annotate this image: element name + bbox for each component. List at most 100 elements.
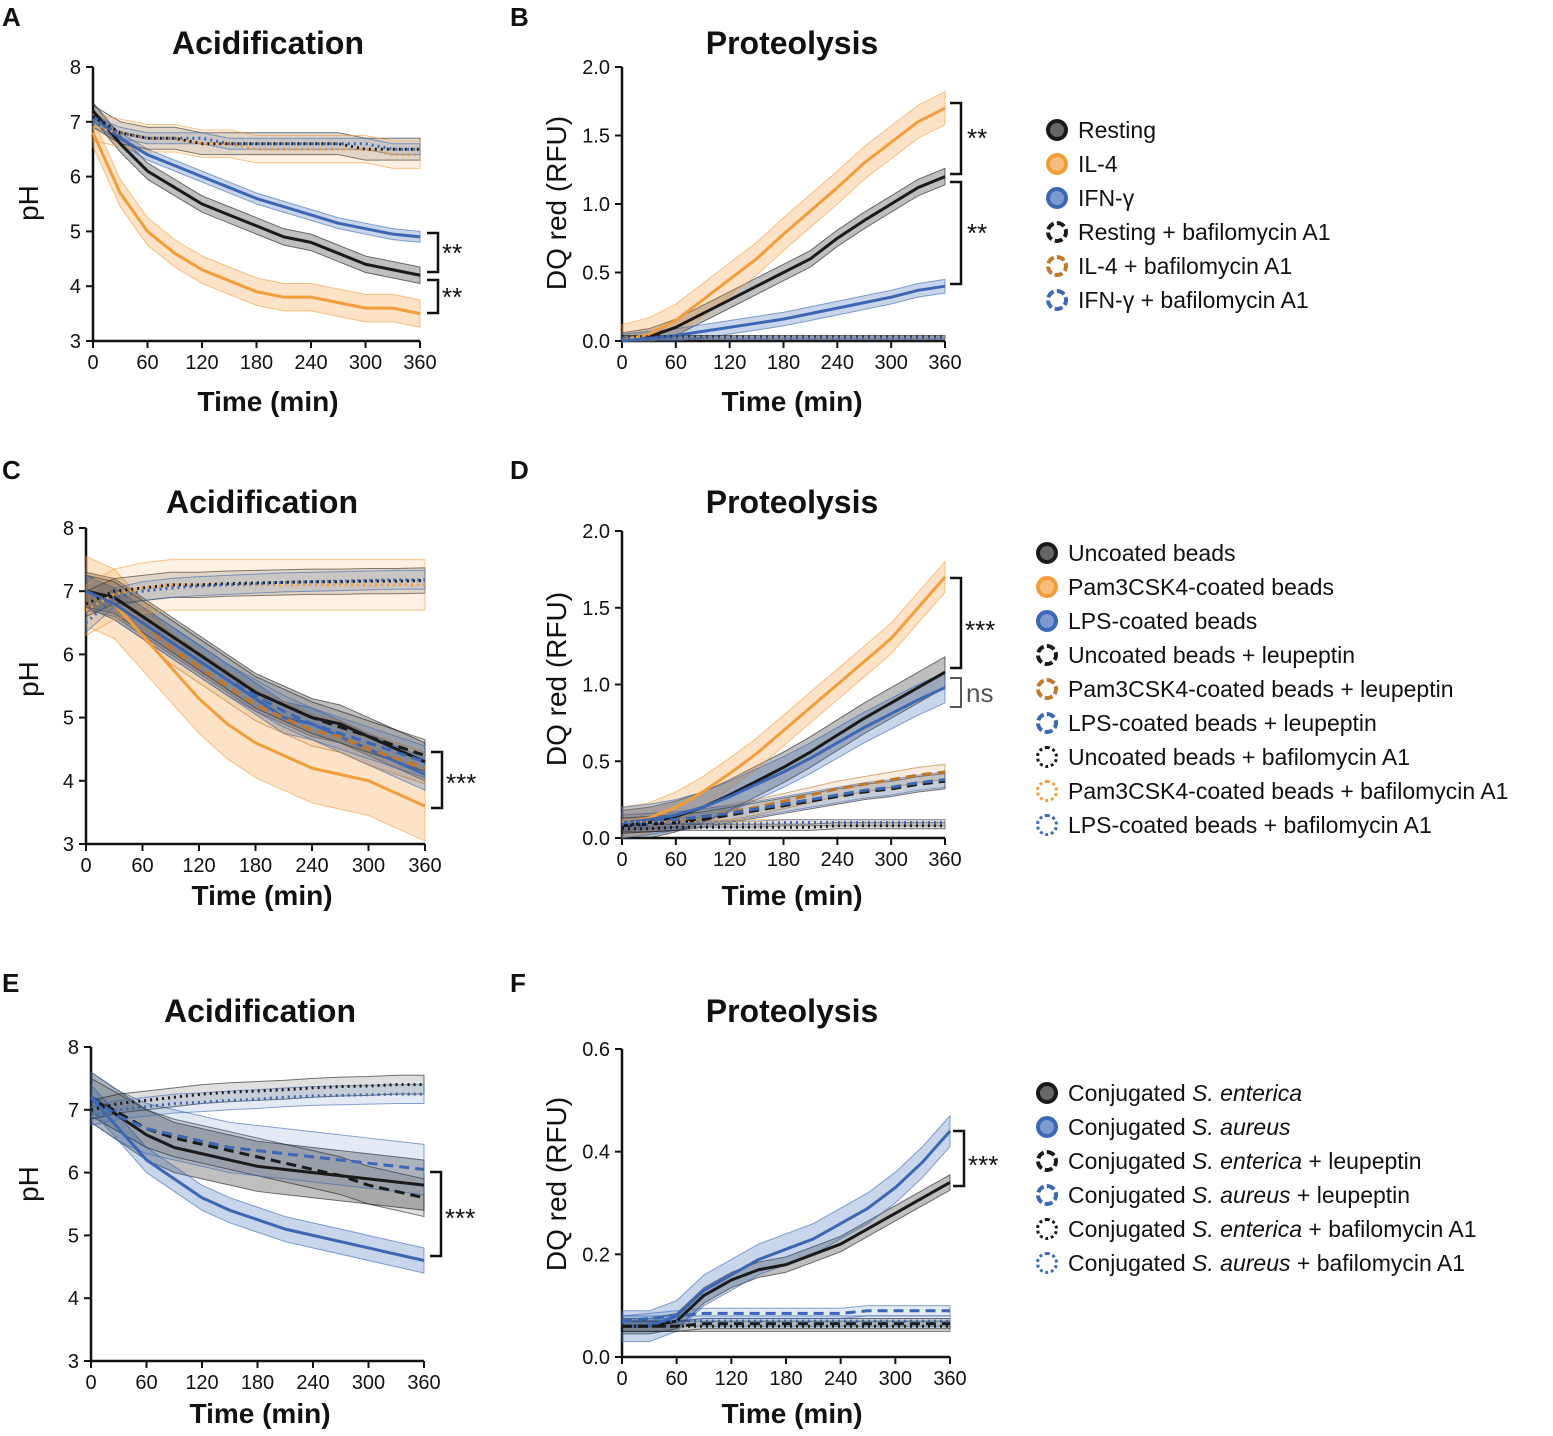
panel-d-xtick-label: 300	[874, 849, 907, 871]
legend-label-prefix: Conjugated	[1068, 1249, 1193, 1276]
panel-a-band-resting	[92, 101, 421, 285]
panel-d-band-uncoated-beads-bafilomycin-a1	[621, 822, 946, 833]
panel-e-ytick-label: 4	[68, 1288, 79, 1310]
panel-b-series-il-4	[621, 106, 946, 343]
sig-a-1: **	[442, 238, 463, 268]
legend-marker-icon	[1036, 1184, 1058, 1206]
legend-marker-icon	[1036, 712, 1058, 734]
legend-label-prefix: Conjugated	[1068, 1147, 1193, 1174]
panel-e-series-conjugated-s-aureus	[89, 1096, 425, 1262]
panel-b-xtick-label: 360	[928, 352, 961, 374]
panel-b-ytick-label: 2.0	[582, 57, 610, 79]
panel-e-xtick-label: 120	[185, 1372, 218, 1394]
legend-label-species: S. enterica	[1192, 1215, 1302, 1242]
panel-b-series-ifn	[621, 284, 946, 343]
panel-e-xlabel: Time (min)	[189, 1398, 331, 1429]
legend-marker-icon	[1036, 1116, 1058, 1138]
legend-item: IL-4	[1046, 147, 1331, 181]
panel-c-ytick-label: 6	[63, 644, 74, 666]
panel-a-band-il-4-bafilomycin-a1	[92, 112, 421, 169]
legend-item: Conjugated S. aureus	[1036, 1110, 1477, 1144]
panel-c-xtick-label: 240	[295, 855, 328, 877]
panel-d-xtick-label: 180	[767, 849, 800, 871]
panel-b-band-ifn-bafilomycin-a1	[621, 336, 946, 341]
panel-a-series-ifn	[92, 115, 421, 239]
panel-e-ytick-label: 8	[68, 1037, 79, 1059]
legend-label-suffix: + bafilomycin A1	[1290, 1249, 1466, 1276]
panel-d-ytick-label: 1.0	[582, 675, 610, 697]
panel-a-ytick-label: 7	[70, 112, 81, 134]
panel-c-ytick-label: 8	[63, 518, 74, 540]
legend-label: IL-4 + bafilomycin A1	[1078, 252, 1293, 279]
legend-item: Conjugated S. enterica + leupeptin	[1036, 1144, 1477, 1178]
panel-d-ytick-label: 0.0	[582, 828, 610, 850]
panel-c-series-lps-coated-beads-leupeptin	[85, 589, 426, 764]
panel-e-xtick-label: 180	[241, 1372, 274, 1394]
panel-f-series-conjugated-s-aureus-leupeptin	[621, 1309, 950, 1323]
legend-marker-icon	[1046, 153, 1068, 175]
legend-marker-icon	[1036, 610, 1058, 632]
panel-c-xtick-label: 0	[80, 855, 91, 877]
legend-marker-icon	[1036, 678, 1058, 700]
panel-b-ytick-label: 0.5	[582, 263, 610, 285]
panel-b-title: Proteolysis	[705, 25, 879, 61]
legend-item: Pam3CSK4-coated beads	[1036, 570, 1508, 604]
legend-label-prefix: Conjugated	[1068, 1215, 1193, 1242]
legend-label-suffix: + bafilomycin A1	[1302, 1215, 1477, 1242]
legend-marker-icon	[1046, 119, 1068, 141]
panel-e-xtick-label: 300	[352, 1372, 385, 1394]
bracket-c-1	[431, 750, 444, 810]
panel-a-series-il-4	[91, 132, 421, 316]
legend-marker-icon	[1046, 289, 1068, 311]
panel-f-xtick-label: 360	[933, 1368, 966, 1390]
bracket-d-1	[950, 576, 963, 670]
panel-d-xtick-label: 360	[928, 849, 961, 871]
panel-a-xtick-label: 300	[349, 352, 382, 374]
legend-item: IFN-γ + bafilomycin A1	[1046, 283, 1331, 317]
panel-b-ytick-label: 1.0	[582, 194, 610, 216]
legend-marker-icon	[1036, 542, 1058, 564]
panel-b-xtick-label: 180	[767, 352, 800, 374]
panel-f-ytick-label: 0.0	[582, 1347, 610, 1369]
bracket-b-1	[950, 101, 963, 176]
legend-label: IL-4	[1078, 150, 1118, 177]
panel-c-xtick-label: 120	[182, 855, 215, 877]
sig-f-1: ***	[968, 1150, 999, 1180]
legend-label-species: S. enterica	[1192, 1147, 1302, 1174]
legend-item: LPS-coated beads + bafilomycin A1	[1036, 808, 1508, 842]
legend-label-species: S. aureus	[1192, 1113, 1291, 1140]
panel-f-ytick-label: 0.4	[582, 1142, 610, 1164]
sig-b-1: **	[967, 123, 988, 153]
panel-b-xtick-label: 60	[665, 352, 687, 374]
legend-item: Resting	[1046, 113, 1331, 147]
bracket-a-2	[427, 278, 440, 315]
panel-a-xtick-label: 360	[403, 352, 436, 374]
panel-d-ytick-label: 0.5	[582, 751, 610, 773]
panel-f-title: Proteolysis	[705, 993, 879, 1029]
legend-label: Resting + bafilomycin A1	[1078, 218, 1331, 245]
panel-c-ytick-label: 7	[63, 581, 74, 603]
panel-f-ytick-label: 0.2	[582, 1244, 610, 1266]
panel-d-title: Proteolysis	[705, 484, 879, 520]
legend-label-prefix: Conjugated	[1068, 1079, 1193, 1106]
legend-label-species: S. aureus	[1192, 1181, 1291, 1208]
panel-f-ytick-label: 0.6	[582, 1039, 610, 1061]
panel-letter-c: C	[2, 455, 21, 485]
panel-b-ytick-label: 1.5	[582, 126, 610, 148]
legend-label-suffix: + leupeptin	[1302, 1147, 1422, 1174]
panel-c-xlabel: Time (min)	[191, 880, 333, 911]
bracket-b-2	[950, 180, 963, 286]
legend-item: Conjugated S. enterica	[1036, 1076, 1477, 1110]
panel-b-xtick-label: 300	[874, 352, 907, 374]
legend-label: Uncoated beads + bafilomycin A1	[1068, 743, 1411, 770]
legend-item: Pam3CSK4-coated beads + leupeptin	[1036, 672, 1508, 706]
bracket-a-1	[427, 231, 440, 274]
legend-label: LPS-coated beads + leupeptin	[1068, 709, 1377, 736]
legend-marker-icon	[1036, 1218, 1058, 1240]
panel-d-series-uncoated-beads	[621, 670, 946, 828]
